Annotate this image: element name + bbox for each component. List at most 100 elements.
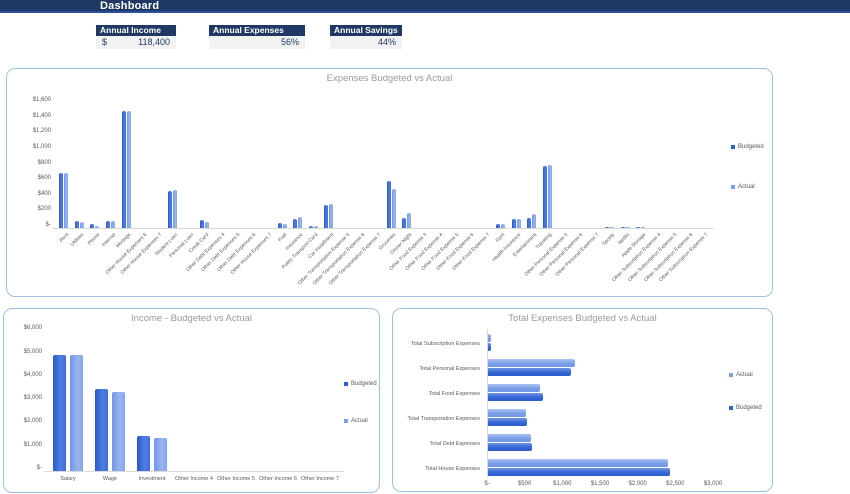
bar-budgeted [636,226,641,228]
legend-label-budgeted: Budgeted [738,144,764,150]
y-category-label: Total Personal Expenses [419,366,480,372]
legend-marker-budgeted [729,406,733,410]
bar-actual [488,434,531,442]
y-axis-tick-label: $- [45,222,51,228]
x-axis-tick-label: $- [484,481,490,487]
bar-budgeted [488,468,671,476]
bar-budgeted [511,218,516,228]
bar-actual [64,173,69,228]
expenses-chart-plot: $- $200 $400 $600 $800 $1,000 $1,200 $1,400 $1,6… [7,69,772,296]
bar-actual [173,189,178,228]
annual-savings-percent: 44% [377,37,396,47]
y-axis-tick-label: $4,000 [23,371,42,378]
kpi-annual-savings-label: Annual Savings [330,25,402,36]
bar-budgeted [488,418,527,426]
bar-actual [610,226,615,228]
y-axis-tick-label: $1,400 [32,112,51,119]
bar-actual [313,226,318,228]
bar-actual [500,224,505,228]
bar-actual [625,226,630,228]
y-axis-tick-label: $600 [37,175,51,182]
legend-label-budgeted: Budgeted [736,405,762,411]
x-axis-line [44,471,344,472]
y-category-label: Total House Expenses [425,466,480,472]
legend-label-budgeted: Budgeted [351,381,377,387]
bar-actual [407,213,412,228]
bar-budgeted [59,173,64,228]
bar-budgeted [488,368,571,376]
x-category-label: Other Income 6 [259,476,297,482]
currency-symbol: $ [102,37,108,47]
bar-actual [154,438,167,471]
bar-budgeted [106,221,111,228]
bar-budgeted [137,436,150,471]
y-axis-tick-label: $5,000 [23,348,42,355]
x-axis-tick-label: $1,000 [553,481,572,487]
income-chart-plot: $- $1,000 $2,000 $3,000 $4,000 $5,000 $6,000 Sa… [4,309,379,492]
bar-actual [298,217,303,228]
bar-actual [111,221,116,228]
bar-budgeted [324,204,329,228]
bar-actual [204,221,209,228]
kpi-annual-expenses: Annual Expenses 56% [209,25,305,49]
x-category-label: Other Income 5 [217,476,255,482]
bar-actual [488,359,575,367]
x-category-label: Investment [138,476,166,482]
bar-budgeted [542,165,547,228]
bar-budgeted [605,226,610,228]
bar-budgeted [386,181,391,228]
bar-budgeted [488,343,492,351]
bar-budgeted [74,220,79,228]
bar-actual [282,224,287,228]
y-category-label: Total Food Expenses [428,391,480,397]
x-category-label: Salary [60,476,76,482]
legend-marker-actual [731,185,735,189]
y-axis-tick-label: $3,000 [23,395,42,402]
kpi-annual-savings: Annual Savings 44% [330,25,402,49]
annual-income-amount: 118,400 [138,37,170,47]
x-axis-line [53,228,714,229]
expenses-chart-title: Expenses Budgeted vs Actual [326,73,453,84]
y-category-label: Total Transporation Expenses [407,416,480,422]
bar-budgeted [168,190,173,228]
bar-budgeted [53,354,66,471]
bar-actual [488,334,491,342]
total-expenses-chart-plot: $- $500 $1,000 $1,500 $2,000 $2,500 $3,000 Tota… [393,309,772,491]
income-chart[interactable]: Income - Budgeted vs Actual $- $1,000 $2,0… [3,308,380,493]
y-axis-line [487,329,488,477]
y-axis-tick-label: $400 [37,190,51,197]
bar-budgeted [620,226,625,228]
x-axis-tick-label: $2,500 [666,481,685,487]
y-axis-tick-label: $6,000 [23,325,42,332]
legend-marker-budgeted [344,382,348,386]
legend-marker-budgeted [731,145,735,149]
kpi-annual-expenses-value: 56% [209,36,305,49]
annual-expenses-percent: 56% [280,37,299,47]
bar-actual [488,384,540,392]
y-axis-tick-label: $1,000 [23,441,42,448]
bar-actual [126,111,131,228]
x-axis-tick-label: $1,500 [590,481,610,487]
expenses-chart[interactable]: Expenses Budgeted vs Actual $- $200 $400 $6… [6,68,773,297]
bar-budgeted [402,217,407,228]
bar-budgeted [488,443,532,451]
y-category-label: Total Subscription Expenses [410,341,480,347]
bar-actual [488,459,669,467]
total-expenses-chart-title: Total Expenses Budgeted vs Actual [508,313,657,324]
x-axis-tick-label: $500 [517,481,532,487]
kpi-annual-income-value: $ 118,400 [96,36,176,49]
legend-label-actual: Actual [736,372,753,378]
bar-actual [641,227,646,228]
legend-label-actual: Actual [351,418,368,424]
bar-budgeted [95,389,108,471]
total-expenses-chart[interactable]: Total Expenses Budgeted vs Actual $- $500… [392,308,773,492]
y-axis-tick-label: $200 [37,206,51,213]
bar-budgeted [90,224,95,228]
bar-actual [329,204,334,228]
bar-budgeted [495,224,500,228]
kpi-annual-income-label: Annual Income [96,25,176,36]
bar-budgeted [293,218,298,228]
bar-actual [70,354,83,471]
y-category-label: Total Debt Expenses [429,441,480,447]
x-category-label: Other Income 7 [301,476,339,482]
